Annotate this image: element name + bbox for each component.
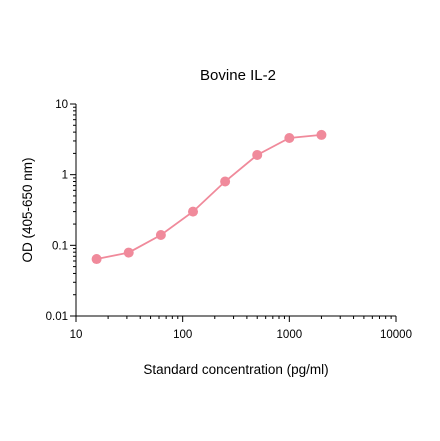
series-line	[96, 134, 322, 260]
x-tick-label: 1000	[277, 329, 303, 341]
tick-labels: 10 100 1000 10000 0.01 0.1 1 10	[46, 99, 412, 341]
y-tick-label: 10	[55, 99, 68, 111]
axes	[75, 104, 396, 317]
y-tick-label: 0.01	[46, 311, 68, 323]
x-tick-label: 10000	[380, 329, 412, 341]
ticks	[70, 103, 397, 322]
y-axis-label: OD (405-650 nm)	[20, 157, 35, 262]
chart-title: Bovine IL-2	[200, 67, 276, 84]
x-tick-label: 10	[70, 329, 83, 341]
x-axis-label: Standard concentration (pg/ml)	[143, 362, 328, 377]
data-point	[316, 129, 327, 140]
data-point	[220, 176, 231, 187]
data-point	[123, 247, 134, 258]
y-tick-label: 0.1	[52, 240, 68, 252]
data-point	[252, 149, 263, 160]
series	[91, 129, 327, 265]
data-point	[284, 133, 295, 144]
y-tick-label: 1	[62, 170, 68, 182]
data-point	[91, 254, 102, 265]
data-point	[188, 206, 199, 217]
data-point	[155, 230, 166, 241]
x-tick-label: 100	[173, 329, 192, 341]
